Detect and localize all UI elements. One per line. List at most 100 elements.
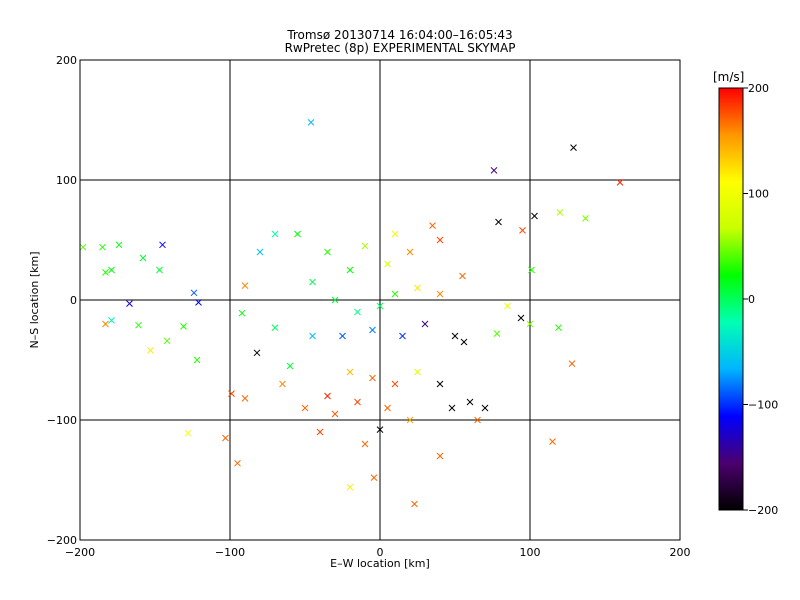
data-point-31 xyxy=(184,429,192,437)
data-point-73 xyxy=(459,272,466,280)
x-tick-label-3: 100 xyxy=(520,546,541,559)
data-point-85 xyxy=(354,398,361,406)
x-axis-ticks: −200 −100 0 100 200 xyxy=(65,546,691,559)
data-point-63 xyxy=(294,230,301,238)
data-point-64 xyxy=(271,230,279,238)
data-point-10 xyxy=(115,241,123,249)
data-point-71 xyxy=(414,284,421,292)
data-point-65 xyxy=(256,248,264,256)
data-point-62 xyxy=(324,248,331,256)
data-point-3 xyxy=(616,179,624,186)
data-point-18 xyxy=(195,299,202,306)
data-point-4 xyxy=(556,209,564,216)
y-tick-label-2: 0 xyxy=(70,294,77,307)
data-point-9 xyxy=(159,241,166,249)
data-point-7 xyxy=(519,227,526,234)
data-point-58 xyxy=(391,230,399,238)
data-point-25 xyxy=(102,320,109,328)
data-point-83 xyxy=(436,380,444,388)
data-point-84 xyxy=(324,392,331,400)
data-point-28 xyxy=(228,390,235,397)
colorbar-unit-label: [m/s] xyxy=(713,70,745,84)
data-point-12 xyxy=(79,243,87,251)
data-point-60 xyxy=(361,242,369,250)
y-tick-label-1: −100 xyxy=(47,414,77,427)
data-point-92 xyxy=(376,426,384,433)
data-point-38 xyxy=(568,360,576,367)
data-point-17 xyxy=(190,289,198,297)
y-axis-ticks: −200 −100 0 100 200 xyxy=(47,54,77,547)
data-point-69 xyxy=(376,302,384,310)
data-point-88 xyxy=(301,404,309,412)
data-point-15 xyxy=(108,266,115,274)
data-point-53 xyxy=(466,398,474,406)
data-point-11 xyxy=(99,243,106,251)
grid-layer xyxy=(79,59,681,541)
data-point-40 xyxy=(528,266,535,274)
data-point-39 xyxy=(555,324,562,331)
data-point-0 xyxy=(307,119,315,126)
data-point-23 xyxy=(163,337,171,345)
data-point-45 xyxy=(474,416,481,424)
data-point-90 xyxy=(361,440,369,448)
data-point-37 xyxy=(549,438,556,445)
data-point-91 xyxy=(406,416,414,424)
data-point-72 xyxy=(436,290,444,298)
data-point-86 xyxy=(384,404,391,412)
data-point-50 xyxy=(460,338,468,346)
data-point-34 xyxy=(241,282,249,289)
x-tick-label-2: 0 xyxy=(377,546,384,559)
data-point-19 xyxy=(126,300,133,307)
data-point-13 xyxy=(102,269,109,276)
data-point-87 xyxy=(331,410,339,418)
colorbar xyxy=(718,87,744,511)
data-point-66 xyxy=(309,278,316,286)
data-point-80 xyxy=(369,374,376,382)
data-point-74 xyxy=(421,320,429,328)
data-point-49 xyxy=(436,452,444,460)
data-point-89 xyxy=(316,428,324,436)
colorbar-ticks: −200 −100 0 100 200 xyxy=(743,82,778,517)
data-point-20 xyxy=(108,317,115,324)
data-point-56 xyxy=(429,222,436,229)
colorbar-tick-label-2: 0 xyxy=(748,293,755,306)
data-points xyxy=(79,119,624,508)
data-point-35 xyxy=(271,324,279,331)
data-point-75 xyxy=(399,332,406,340)
data-point-77 xyxy=(339,332,346,340)
x-tick-label-0: −200 xyxy=(65,546,95,559)
data-point-68 xyxy=(354,308,361,316)
data-point-42 xyxy=(504,302,511,310)
colorbar-tick-label-4: 200 xyxy=(748,82,769,95)
data-point-48 xyxy=(346,483,354,491)
x-tick-label-1: −100 xyxy=(215,546,245,559)
data-point-79 xyxy=(346,368,354,376)
data-point-82 xyxy=(414,368,421,376)
y-axis-label: N–S location [km] xyxy=(28,251,41,348)
data-point-8 xyxy=(495,218,502,226)
data-point-46 xyxy=(411,500,418,508)
data-point-61 xyxy=(346,266,354,274)
data-point-55 xyxy=(436,236,444,244)
data-point-41 xyxy=(517,314,525,322)
x-axis-label: E–W location [km] xyxy=(330,557,430,570)
data-point-57 xyxy=(406,248,414,256)
data-point-78 xyxy=(309,332,316,340)
data-point-59 xyxy=(384,260,391,268)
data-point-43 xyxy=(493,330,501,337)
x-tick-label-4: 200 xyxy=(670,546,691,559)
data-point-36 xyxy=(286,362,294,370)
y-tick-label-4: 200 xyxy=(56,54,77,67)
data-point-14 xyxy=(156,266,163,274)
colorbar-tick-label-0: −200 xyxy=(748,504,778,517)
data-point-44 xyxy=(526,320,534,328)
data-point-93 xyxy=(279,380,286,388)
data-point-33 xyxy=(238,309,246,317)
data-point-29 xyxy=(241,395,249,402)
data-point-30 xyxy=(222,434,229,442)
data-point-52 xyxy=(448,404,456,412)
data-point-32 xyxy=(234,459,241,467)
colorbar-tick-label-3: 100 xyxy=(748,188,769,201)
data-point-51 xyxy=(451,332,459,340)
